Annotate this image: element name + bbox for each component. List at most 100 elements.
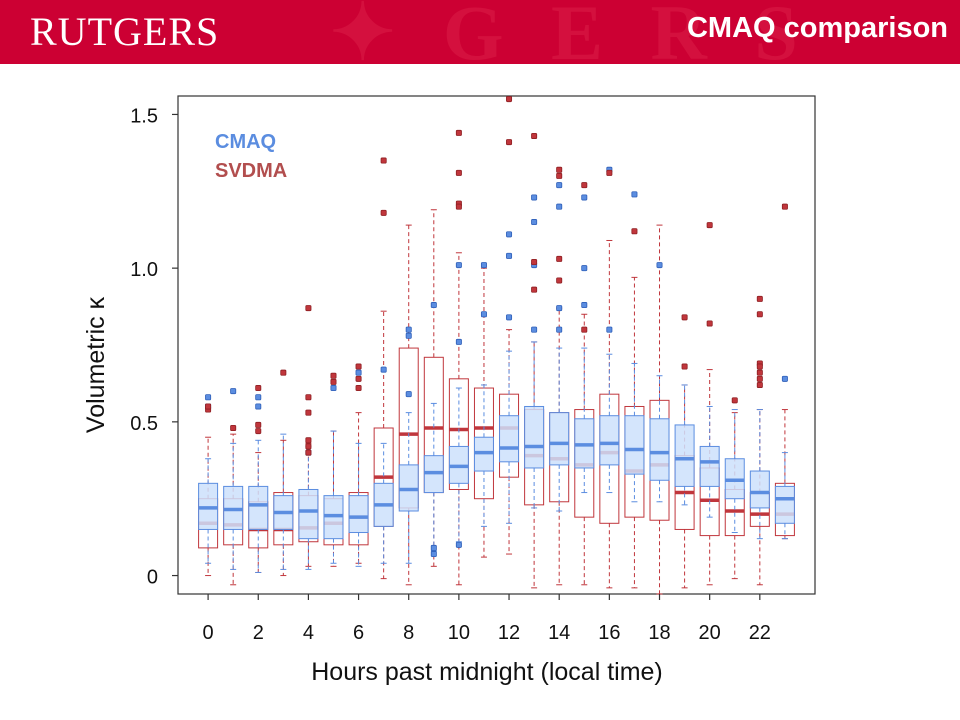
- cmaq-iqr-box: [549, 412, 570, 466]
- svdma-outlier: [581, 326, 588, 333]
- svdma-outlier: [556, 166, 563, 173]
- cmaq-box-6: [348, 442, 369, 567]
- page-title: CMAQ comparison: [686, 12, 948, 44]
- x-tick-label: 20: [699, 622, 721, 644]
- svdma-outlier: [255, 428, 262, 435]
- cmaq-box-13: [524, 341, 545, 509]
- cmaq-box-8: [398, 412, 419, 564]
- cmaq-outlier: [506, 314, 513, 321]
- boxplot-chart: 0 0.5 1.0 1.5 0 2 4 6 8 10 12 14 16 18 20 22 CMAQ SVDMA…: [82, 95, 816, 686]
- svdma-outlier: [380, 157, 387, 164]
- x-tick-label: 14: [548, 622, 570, 644]
- svdma-outlier: [631, 228, 638, 235]
- x-tick-label: 0: [203, 622, 214, 644]
- cmaq-outlier: [556, 203, 563, 210]
- cmaq-outlier: [480, 262, 487, 269]
- y-axis-label: Volumetric κ: [82, 296, 110, 433]
- cmaq-outlier: [581, 194, 588, 201]
- legend-svdma: SVDMA: [215, 160, 287, 182]
- svdma-outlier: [255, 421, 262, 428]
- cmaq-box-9: [423, 402, 444, 552]
- cmaq-outlier: [255, 394, 262, 401]
- svdma-outlier: [305, 437, 312, 444]
- x-axis-label: Hours past midnight (local time): [311, 658, 663, 686]
- cmaq-box-16: [599, 353, 620, 494]
- cmaq-iqr-box: [524, 405, 545, 469]
- svdma-outlier: [455, 169, 462, 176]
- svdma-outlier: [581, 182, 588, 189]
- svdma-outlier: [531, 286, 538, 293]
- cmaq-outlier: [506, 252, 513, 259]
- cmaq-outlier: [531, 326, 538, 333]
- cmaq-outlier: [330, 385, 337, 392]
- svdma-outlier: [305, 394, 312, 401]
- x-tick-label: 12: [498, 622, 520, 644]
- svdma-outlier: [255, 385, 262, 392]
- x-tick-label: 2: [253, 622, 264, 644]
- cmaq-outlier: [380, 366, 387, 373]
- svdma-outlier: [756, 295, 763, 302]
- cmaq-box-23: [774, 452, 795, 540]
- svdma-outlier: [330, 378, 337, 385]
- cmaq-outlier: [506, 231, 513, 238]
- svdma-outlier: [531, 258, 538, 265]
- svdma-outlier: [230, 424, 237, 431]
- cmaq-iqr-box: [348, 495, 369, 534]
- x-tick-label: 4: [303, 622, 314, 644]
- cmaq-outlier: [405, 326, 412, 333]
- cmaq-outlier: [355, 369, 362, 376]
- cmaq-box-0: [198, 458, 219, 564]
- svdma-outlier: [305, 305, 312, 312]
- svdma-outlier: [781, 203, 788, 210]
- cmaq-outlier: [480, 311, 487, 318]
- cmaq-box-2: [248, 439, 269, 573]
- svdma-outlier: [205, 403, 212, 410]
- svdma-outlier: [681, 314, 688, 321]
- svdma-outlier: [380, 209, 387, 216]
- svdma-outlier: [305, 443, 312, 450]
- cmaq-box-22: [749, 409, 770, 540]
- cmaq-box-5: [323, 430, 344, 564]
- svdma-iqr-box: [448, 378, 469, 490]
- cmaq-outlier: [581, 265, 588, 272]
- cmaq-box-10: [448, 387, 469, 543]
- cmaq-outlier: [631, 191, 638, 198]
- cmaq-outlier: [430, 551, 437, 558]
- x-tick-label: 10: [448, 622, 470, 644]
- rutgers-logo: RUTGERS: [30, 9, 220, 54]
- svdma-outlier: [756, 375, 763, 382]
- cmaq-box-20: [699, 405, 720, 518]
- cmaq-outlier: [781, 375, 788, 382]
- svdma-outlier: [455, 203, 462, 210]
- svdma-outlier: [455, 129, 462, 136]
- svdma-outlier: [506, 139, 513, 146]
- cmaq-outlier: [430, 302, 437, 309]
- y-tick-label: 1.5: [130, 105, 158, 127]
- svdma-outlier: [355, 375, 362, 382]
- cmaq-box-21: [724, 409, 745, 534]
- cmaq-outlier: [581, 302, 588, 309]
- svdma-outlier: [556, 277, 563, 284]
- svdma-outlier: [756, 381, 763, 388]
- svdma-outlier: [606, 169, 613, 176]
- svdma-outlier: [756, 311, 763, 318]
- cmaq-outlier: [405, 391, 412, 398]
- svdma-outlier: [280, 369, 287, 376]
- cmaq-outlier: [455, 338, 462, 345]
- y-tick-label: 0.5: [130, 413, 158, 435]
- cmaq-iqr-box: [298, 488, 319, 540]
- cmaq-outlier: [556, 326, 563, 333]
- cmaq-box-11: [473, 384, 494, 527]
- cmaq-outlier: [455, 262, 462, 269]
- cmaq-box-18: [649, 375, 670, 503]
- svdma-outlier: [556, 255, 563, 262]
- svdma-outlier: [681, 363, 688, 370]
- svdma-outlier: [330, 372, 337, 379]
- cmaq-outlier: [430, 544, 437, 551]
- cmaq-outlier: [531, 219, 538, 226]
- cmaq-outlier: [556, 182, 563, 189]
- cmaq-iqr-box: [774, 485, 795, 524]
- legend-cmaq: CMAQ: [215, 131, 276, 153]
- header-watermark: ✦ G E R S: [330, 0, 812, 64]
- cmaq-box-1: [223, 442, 244, 570]
